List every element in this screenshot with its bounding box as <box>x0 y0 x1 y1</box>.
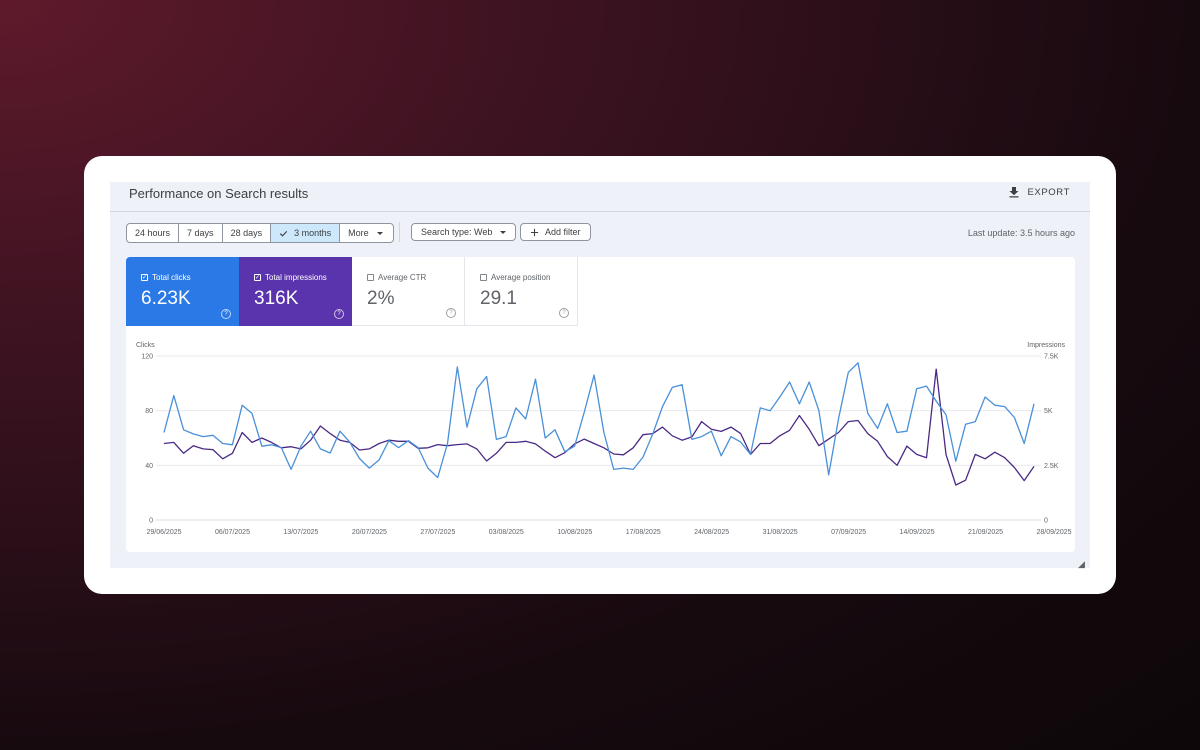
metric-value: 6.23K <box>141 288 191 309</box>
y-axis-label-right: Impressions <box>1027 342 1065 349</box>
metric-label: Total clicks <box>152 273 191 282</box>
help-icon[interactable]: ? <box>559 308 569 318</box>
metric-average-ctr[interactable]: Average CTR 2% ? <box>352 257 465 326</box>
x-tick-label: 21/09/2025 <box>968 529 1003 536</box>
x-tick-label: 27/07/2025 <box>420 529 455 536</box>
metric-label: Average position <box>491 273 551 282</box>
export-label: EXPORT <box>1027 186 1070 198</box>
date-range-3-months[interactable]: 3 months <box>271 224 341 242</box>
x-tick-label: 20/07/2025 <box>352 529 387 536</box>
y-tick-label-right: 7.5K <box>1044 354 1059 361</box>
date-range-28-days[interactable]: 28 days <box>223 224 272 242</box>
metric-label-row: ✓ Total clicks <box>141 273 191 282</box>
y-tick-label-left: 120 <box>141 354 153 361</box>
y-tick-label-right: 2.5K <box>1044 463 1059 470</box>
download-icon <box>1009 187 1018 198</box>
x-tick-label: 31/08/2025 <box>763 529 798 536</box>
date-range-7-days[interactable]: 7 days <box>179 224 223 242</box>
y-tick-label-left: 0 <box>149 518 153 525</box>
checkbox-checked-icon: ✓ <box>254 274 261 281</box>
date-range-label: 7 days <box>187 228 214 238</box>
checkmark-icon <box>280 230 288 237</box>
checkbox-unchecked-icon <box>367 274 374 281</box>
y-tick-label-right: 0 <box>1044 518 1048 525</box>
chevron-down-icon <box>376 231 383 235</box>
date-range-24-hours[interactable]: 24 hours <box>127 224 180 242</box>
x-tick-label: 07/09/2025 <box>831 529 866 536</box>
date-range-more[interactable]: More <box>340 224 393 242</box>
performance-chart-card: 0 40 80 120 0 2.5K 5K 7.5K Clicks Impressions 29/0… <box>126 257 1075 552</box>
x-tick-label: 29/06/2025 <box>146 529 181 536</box>
filter-divider <box>399 222 400 242</box>
x-tick-label: 13/07/2025 <box>283 529 318 536</box>
metric-label-row: Average position <box>480 273 550 282</box>
impressions-series-line <box>163 368 1035 486</box>
add-filter-label: Add filter <box>545 227 581 237</box>
chevron-down-icon <box>500 230 507 234</box>
metric-label-row: Average CTR <box>367 273 426 282</box>
help-icon[interactable]: ? <box>446 308 456 318</box>
search-type-label: Search type: Web <box>421 227 493 237</box>
clicks-series-line <box>163 362 1035 479</box>
header-divider <box>110 211 1090 212</box>
metric-label: Total impressions <box>265 273 327 282</box>
search-type-dropdown[interactable]: Search type: Web <box>411 223 517 241</box>
x-tick-label: 17/08/2025 <box>626 529 661 536</box>
date-range-label: More <box>348 228 369 238</box>
metric-label-row: ✓ Total impressions <box>254 273 327 282</box>
date-range-selector: 24 hours 7 days 28 days 3 months More <box>126 223 394 243</box>
add-filter-button[interactable]: Add filter <box>520 223 591 241</box>
date-range-label: 3 months <box>294 228 332 238</box>
checkbox-unchecked-icon <box>480 274 487 281</box>
y-tick-label-right: 5K <box>1044 408 1053 415</box>
performance-panel: Performance on Search results EXPORT 24 … <box>110 182 1090 568</box>
last-update-text: Last update: 3.5 hours ago <box>967 228 1075 238</box>
date-range-label: 24 hours <box>135 228 171 238</box>
metric-average-position[interactable]: Average position 29.1 ? <box>465 257 578 326</box>
x-tick-label: 03/08/2025 <box>489 529 524 536</box>
metric-label: Average CTR <box>378 273 427 282</box>
date-range-label: 28 days <box>230 228 263 238</box>
help-icon[interactable]: ? <box>221 309 231 319</box>
checkbox-checked-icon: ✓ <box>141 274 148 281</box>
help-icon[interactable]: ? <box>334 309 344 319</box>
screenshot-frame: Performance on Search results EXPORT 24 … <box>84 156 1116 594</box>
plus-icon <box>530 228 539 236</box>
y-tick-label-left: 40 <box>145 463 153 470</box>
x-tick-label: 10/08/2025 <box>557 529 592 536</box>
metric-total-clicks[interactable]: ✓ Total clicks 6.23K ? <box>126 257 239 326</box>
x-tick-label: 24/08/2025 <box>694 529 729 536</box>
page-title: Performance on Search results <box>129 186 309 201</box>
x-tick-label: 28/09/2025 <box>1036 529 1071 536</box>
export-button[interactable]: EXPORT <box>1008 186 1071 198</box>
metric-value: 29.1 <box>480 288 517 309</box>
y-tick-label-left: 80 <box>145 408 153 415</box>
performance-chart: 0 40 80 120 0 2.5K 5K 7.5K Clicks Impressions 29/0… <box>136 342 1072 536</box>
x-tick-label: 06/07/2025 <box>215 529 250 536</box>
resize-icon: ◢ <box>1078 559 1085 569</box>
metric-total-impressions[interactable]: ✓ Total impressions 316K ? <box>239 257 352 326</box>
metric-value: 2% <box>367 288 395 309</box>
y-axis-label-left: Clicks <box>136 342 155 349</box>
metric-value: 316K <box>254 288 299 309</box>
x-tick-label: 14/09/2025 <box>900 529 935 536</box>
